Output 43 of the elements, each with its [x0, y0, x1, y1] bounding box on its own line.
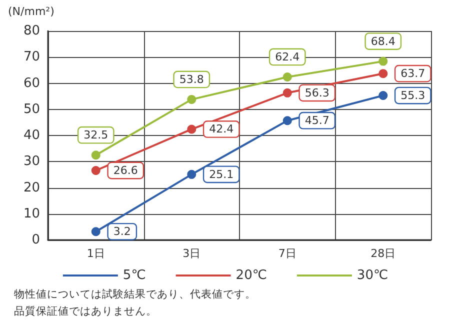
text: 物性値については試験結果であり、代表値です。 [14, 288, 256, 300]
data-label: 26.6 [113, 164, 138, 178]
point [282, 116, 292, 126]
data-label: 56.3 [304, 86, 330, 100]
data-label: 25.1 [209, 168, 234, 181]
point [378, 91, 388, 100]
y-tick-label: 30 [23, 154, 40, 170]
y-tick-label: 80 [23, 24, 40, 38]
y-tick-label: 40 [23, 128, 40, 143]
data-label: 55.3 [400, 89, 426, 102]
point [187, 170, 196, 179]
y-tick-label: 70 [23, 50, 40, 65]
x-tick-label: 28日 [370, 247, 396, 260]
legend-label: 20℃ [236, 268, 267, 283]
point [282, 72, 292, 82]
y-tick-label: 10 [23, 206, 40, 222]
data-label: 3.2 [113, 225, 131, 238]
data-label: 53.8 [179, 72, 204, 86]
point [378, 56, 388, 66]
point [282, 88, 292, 98]
data-label: 42.4 [209, 122, 234, 136]
legend-label: 30℃ [356, 268, 388, 283]
y-tick-label: 20 [23, 180, 40, 196]
data-label: 32.5 [84, 128, 108, 142]
x-tick-label: 3日 [182, 247, 201, 260]
y-axis-title: (N/mm²) [8, 5, 54, 18]
y-tick-label: 50 [23, 102, 40, 117]
point [91, 150, 100, 160]
point [91, 227, 100, 236]
point [378, 69, 388, 78]
point [91, 166, 100, 176]
data-label: 45.7 [304, 114, 330, 128]
data-label: 68.4 [370, 34, 396, 48]
data-label: 63.7 [400, 67, 426, 80]
y-tick-label: 60 [23, 76, 40, 91]
text: 品質保証値ではありません。 [14, 304, 157, 318]
data-label: 62.4 [275, 50, 300, 64]
y-tick-label: 0 [32, 232, 40, 248]
point [187, 94, 196, 104]
x-tick-label: 1日 [86, 247, 105, 260]
legend-label: 5℃ [122, 268, 146, 283]
x-tick-label: 7日 [278, 247, 296, 260]
point [187, 124, 196, 134]
